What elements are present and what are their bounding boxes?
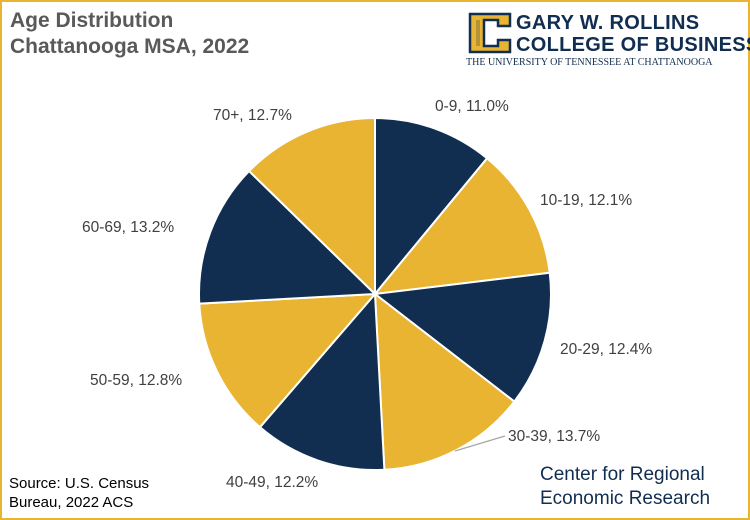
pie-slice-40-49 bbox=[258, 291, 386, 471]
logo-name-line: GARY W. ROLLINS bbox=[516, 12, 700, 34]
slice-label-60-69: 60-69, 13.2% bbox=[82, 219, 174, 236]
slice-label-70plus: 70+, 12.7% bbox=[213, 107, 292, 124]
logo-university-line: THE UNIVERSITY OF TENNESSEE AT CHATTANOO… bbox=[466, 57, 713, 68]
pie-slice-60-69 bbox=[198, 169, 378, 305]
pie-labels: 0-9, 11.0% 10-19, 12.1% 20-29, 12.4% 30-… bbox=[82, 98, 652, 491]
slice-label-10-19: 10-19, 12.1% bbox=[540, 192, 632, 209]
slice-label-50-59: 50-59, 12.8% bbox=[90, 372, 182, 389]
chart-title: Age Distribution Chattanooga MSA, 2022 bbox=[10, 8, 249, 60]
center-credit: Center for Regional Economic Research bbox=[540, 463, 710, 511]
pie-slice-0-9 bbox=[374, 116, 489, 297]
slice-label-20-29: 20-29, 12.4% bbox=[560, 341, 652, 358]
chart-title-line-2: Chattanooga MSA, 2022 bbox=[10, 35, 250, 58]
center-line-2: Economic Research bbox=[540, 488, 711, 509]
center-line-1: Center for Regional bbox=[540, 464, 705, 485]
pie-slice-50-59 bbox=[198, 292, 378, 429]
slice-label-30-39: 30-39, 13.7% bbox=[508, 428, 600, 445]
slice-label-0-9: 0-9, 11.0% bbox=[435, 98, 509, 115]
pie-slices bbox=[198, 116, 552, 471]
utc-c-logo-icon bbox=[468, 12, 512, 54]
pie-slice-20-29 bbox=[372, 271, 552, 403]
college-logo: GARY W. ROLLINS COLLEGE OF BUSINESS THE … bbox=[466, 12, 750, 72]
source-line-2: Bureau, 2022 ACS bbox=[9, 494, 134, 511]
source-line-1: Source: U.S. Census bbox=[9, 475, 150, 492]
chart-title-line-1: Age Distribution bbox=[10, 9, 174, 32]
logo-college-line: COLLEGE OF BUSINESS bbox=[516, 34, 750, 56]
pie-slice-10-19 bbox=[372, 156, 551, 296]
pie-slice-70plus bbox=[247, 116, 376, 297]
label-leader-line bbox=[454, 435, 506, 452]
source-note: Source: U.S. Census Bureau, 2022 ACS bbox=[9, 474, 149, 512]
slice-label-40-49: 40-49, 12.2% bbox=[226, 474, 318, 491]
